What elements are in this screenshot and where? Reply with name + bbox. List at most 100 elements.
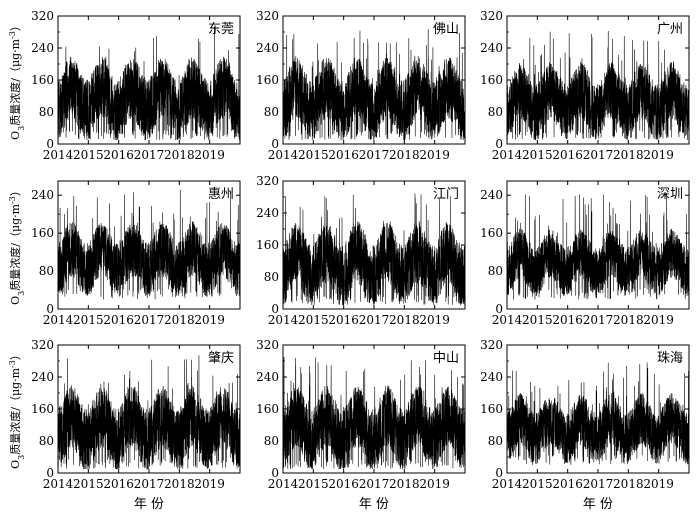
series-line <box>506 192 690 300</box>
chart-panel: 0 80 160 240 320 2014 2015 2016 2017 2018 2019 广州 <box>480 9 690 162</box>
chart-panel: 0 80 160 240 320 2014 2015 2016 2017 2018 2019 中山 <box>256 338 466 491</box>
x-tick-label: 2019 <box>194 148 225 162</box>
x-tick-label: 2017 <box>359 148 390 162</box>
series-line <box>506 362 690 465</box>
x-tick-label: 2014 <box>43 313 74 327</box>
y-tick-label: 0 <box>495 137 503 151</box>
y-tick-label: 160 <box>31 73 54 87</box>
x-tick-label: 2016 <box>328 148 359 162</box>
x-tick-label: 2015 <box>298 148 329 162</box>
y-tick-label: 160 <box>31 402 54 416</box>
x-tick-label: 2017 <box>583 477 614 491</box>
y-tick-label: 240 <box>480 370 503 384</box>
y-tick-label: 80 <box>264 434 279 448</box>
y-axis-label: O3质量浓度/（μg·m-3） <box>8 349 26 469</box>
x-tick-label: 2014 <box>268 477 299 491</box>
y-tick-label: 320 <box>31 9 54 23</box>
x-axis-label: 年 份 <box>134 497 164 512</box>
y-tick-label: 0 <box>271 137 279 151</box>
x-tick-label: 2017 <box>134 477 165 491</box>
series-line <box>57 355 241 470</box>
x-axis-label: 年 份 <box>359 497 389 512</box>
y-tick-label: 80 <box>39 105 54 119</box>
x-tick-label: 2016 <box>103 148 134 162</box>
y-tick-label: 240 <box>31 188 54 202</box>
x-tick-label: 2018 <box>613 313 644 327</box>
x-tick-label: 2016 <box>103 477 134 491</box>
y-tick-label: 0 <box>46 466 54 480</box>
x-tick-label: 2016 <box>103 313 134 327</box>
series-line <box>57 27 241 141</box>
y-tick-label: 80 <box>488 105 503 119</box>
y-tick-label: 320 <box>256 9 279 23</box>
y-tick-label: 320 <box>480 9 503 23</box>
x-tick-label: 2015 <box>522 148 553 162</box>
y-tick-label: 240 <box>31 370 54 384</box>
series-line <box>506 30 690 141</box>
series-line <box>282 29 466 141</box>
y-tick-label: 80 <box>488 434 503 448</box>
y-axis-label: O3质量浓度/（μg·m-3） <box>8 185 26 305</box>
x-tick-label: 2016 <box>552 148 583 162</box>
x-tick-label: 2018 <box>164 313 195 327</box>
x-tick-label: 2019 <box>419 148 450 162</box>
x-tick-label: 2019 <box>419 477 450 491</box>
panel-title: 广州 <box>657 22 683 37</box>
x-tick-label: 2018 <box>164 477 195 491</box>
x-tick-label: 2018 <box>389 148 420 162</box>
x-tick-label: 2017 <box>583 313 614 327</box>
x-tick-label: 2019 <box>419 313 450 327</box>
y-tick-label: 160 <box>480 402 503 416</box>
x-tick-label: 2016 <box>328 477 359 491</box>
x-tick-label: 2014 <box>268 313 299 327</box>
y-tick-label: 160 <box>256 402 279 416</box>
x-tick-label: 2014 <box>268 148 299 162</box>
panel-title: 江门 <box>433 187 459 202</box>
x-tick-label: 2017 <box>359 477 390 491</box>
y-tick-label: 0 <box>271 466 279 480</box>
x-tick-label: 2018 <box>613 477 644 491</box>
x-tick-label: 2015 <box>73 148 104 162</box>
x-tick-label: 2018 <box>613 148 644 162</box>
panel-title: 佛山 <box>433 22 459 37</box>
x-tick-label: 2017 <box>359 313 390 327</box>
x-tick-label: 2015 <box>522 313 553 327</box>
series-line <box>57 189 241 300</box>
x-tick-label: 2014 <box>492 477 523 491</box>
chart-panel: 0 80 160 240 320 2014 2015 2016 2017 2018 2019 江门 <box>256 174 466 327</box>
x-tick-label: 2015 <box>298 313 329 327</box>
chart-panel: 0 80 160 240 320 2014 2015 2016 2017 2018 2019 肇庆 <box>31 338 241 491</box>
panel-title: 肇庆 <box>208 351 234 366</box>
panel-title: 中山 <box>433 351 459 366</box>
y-tick-label: 80 <box>39 434 54 448</box>
x-tick-label: 2019 <box>194 313 225 327</box>
panel-title: 惠州 <box>208 187 234 202</box>
series-line <box>282 356 466 470</box>
y-tick-label: 160 <box>480 226 503 240</box>
y-tick-label: 240 <box>31 41 54 55</box>
x-tick-label: 2014 <box>492 148 523 162</box>
y-tick-label: 320 <box>256 338 279 352</box>
y-tick-label: 160 <box>480 73 503 87</box>
y-tick-label: 80 <box>39 264 54 278</box>
y-tick-label: 160 <box>256 238 279 252</box>
x-tick-label: 2019 <box>643 313 674 327</box>
x-tick-label: 2016 <box>328 313 359 327</box>
y-tick-label: 0 <box>495 466 503 480</box>
panel-title: 深圳 <box>657 187 683 202</box>
x-tick-label: 2017 <box>134 313 165 327</box>
y-tick-label: 240 <box>480 41 503 55</box>
y-tick-label: 80 <box>488 264 503 278</box>
x-tick-label: 2018 <box>164 148 195 162</box>
x-tick-label: 2016 <box>552 477 583 491</box>
x-tick-label: 2019 <box>194 477 225 491</box>
y-tick-label: 80 <box>264 270 279 284</box>
panel-title: 东莞 <box>208 22 234 37</box>
y-tick-label: 320 <box>480 338 503 352</box>
chart-panel: 0 80 160 240 320 2014 2015 2016 2017 2018 2019 佛山 <box>256 9 466 162</box>
y-tick-label: 240 <box>256 41 279 55</box>
x-tick-label: 2017 <box>134 148 165 162</box>
y-tick-label: 240 <box>256 206 279 220</box>
y-tick-label: 160 <box>256 73 279 87</box>
